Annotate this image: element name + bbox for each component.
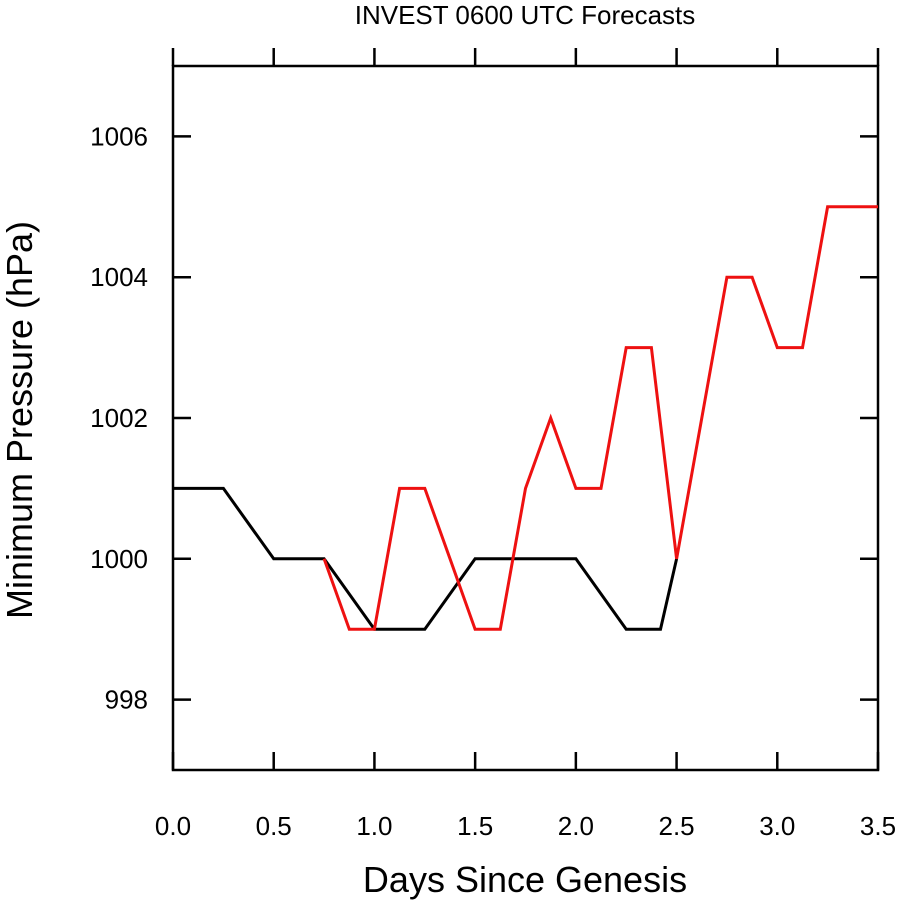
- x-axis-title: Days Since Genesis: [363, 859, 687, 900]
- x-tick-label: 3.0: [759, 811, 795, 841]
- chart-title: INVEST 0600 UTC Forecasts: [355, 0, 696, 30]
- series-line-1: [322, 205, 878, 631]
- x-tick-label: 2.5: [658, 811, 694, 841]
- x-tick-label: 0.0: [155, 811, 191, 841]
- y-tick-label: 1000: [90, 544, 148, 574]
- x-tick-label: 2.0: [558, 811, 594, 841]
- x-tick-label: 0.5: [256, 811, 292, 841]
- y-axis-title: Minimum Pressure (hPa): [0, 221, 40, 619]
- axis-ticks: 0.0 0.5 1.0 1.5 2.0 2.5 3.0 3.5 998 1000 1002 1004 1…: [90, 48, 896, 841]
- y-tick-label: 1002: [90, 403, 148, 433]
- x-tick-label: 3.5: [860, 811, 896, 841]
- y-tick-label: 998: [105, 685, 148, 715]
- x-tick-label: 1.5: [457, 811, 493, 841]
- x-tick-label: 1.0: [356, 811, 392, 841]
- series-layer: [173, 205, 878, 631]
- y-tick-label: 1004: [90, 262, 148, 292]
- plot-frame: [171, 64, 880, 772]
- series-line-0: [173, 486, 679, 631]
- y-tick-label: 1006: [90, 121, 148, 151]
